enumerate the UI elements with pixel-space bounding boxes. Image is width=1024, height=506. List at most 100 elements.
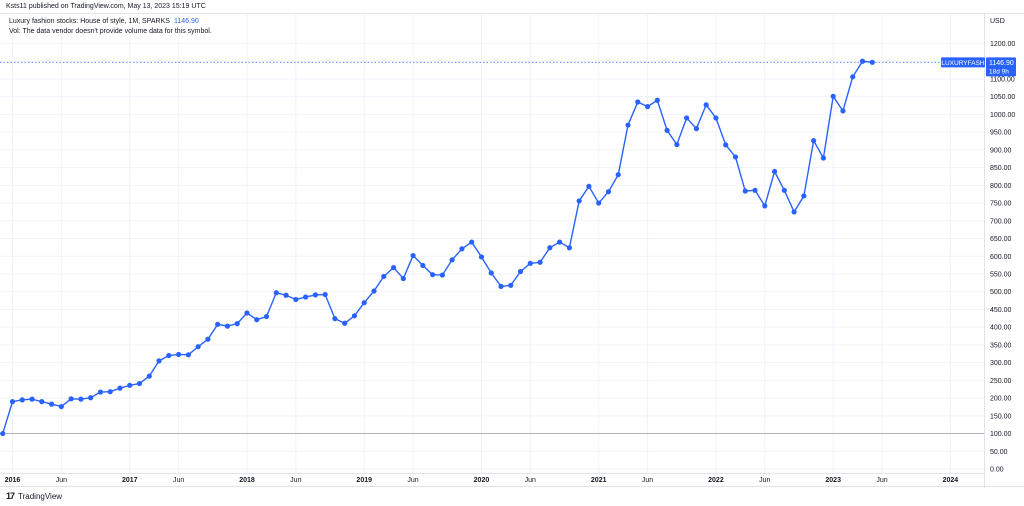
data-point — [430, 272, 436, 278]
y-tick-label: 50.00 — [990, 449, 1008, 456]
data-point — [449, 257, 455, 263]
data-point — [68, 396, 74, 402]
y-tick-label: 1100.00 — [990, 76, 1015, 83]
data-point — [615, 172, 621, 178]
data-point — [674, 141, 680, 148]
data-point — [136, 380, 143, 387]
data-point — [195, 344, 201, 350]
data-point — [19, 397, 25, 403]
data-point — [205, 336, 211, 342]
data-point — [283, 292, 289, 298]
data-point — [498, 283, 504, 289]
data-point — [859, 58, 866, 64]
chart-pane[interactable]: 0.00 50.00 100.00 150.00 200.00 250.00 300.00 3… — [0, 13, 1024, 488]
price-label-countdown: 18d 9h — [989, 68, 1009, 75]
data-point — [811, 138, 817, 144]
data-point — [254, 317, 260, 323]
data-point — [732, 154, 739, 160]
y-tick-label: 100.00 — [990, 431, 1012, 438]
data-point — [224, 323, 231, 329]
x-tick-label: Jun — [876, 477, 887, 484]
x-tick-label: 2019 — [356, 477, 372, 484]
data-point — [58, 403, 64, 410]
price-label-box — [986, 57, 1016, 77]
data-point — [576, 198, 582, 204]
x-tick-label: Jun — [525, 477, 536, 484]
y-tick-label: 350.00 — [990, 342, 1012, 349]
x-tick-label: 2024 — [943, 477, 959, 484]
data-point — [488, 270, 494, 276]
x-tick-label: Jun — [173, 477, 184, 484]
legend-symbol: Luxury fashion stocks: House of style, 1… — [9, 18, 170, 25]
data-point — [478, 254, 485, 260]
data-point — [146, 373, 152, 379]
data-point — [791, 209, 797, 215]
data-point — [625, 122, 631, 128]
tradingview-footer[interactable]: 17 TradingView — [6, 491, 62, 501]
y-tick-label: 1050.00 — [990, 94, 1015, 101]
data-point — [390, 264, 397, 271]
data-point — [537, 259, 543, 265]
data-point — [244, 310, 250, 316]
x-tick-label: Jun — [290, 477, 301, 484]
x-tick-label: 2016 — [5, 477, 21, 484]
data-point — [557, 239, 563, 245]
data-point — [664, 127, 670, 133]
data-point — [654, 97, 660, 103]
data-point — [78, 396, 84, 402]
data-point — [293, 296, 299, 303]
x-tick-label: 2018 — [239, 477, 255, 484]
data-point — [342, 320, 348, 326]
data-point — [644, 104, 651, 110]
legend-symbol-line[interactable]: Luxury fashion stocks: House of style, 1… — [9, 17, 212, 27]
data-point — [117, 385, 123, 391]
data-point — [762, 203, 768, 209]
data-point — [381, 273, 387, 280]
symbol-label: LUXURYFASH — [941, 60, 985, 67]
publisher-info: Ksts11 published on TradingView.com, May… — [6, 3, 206, 10]
x-tick-label: 2023 — [825, 477, 841, 484]
x-tick-label: Jun — [759, 477, 770, 484]
data-point — [801, 193, 807, 199]
y-tick-label: 650.00 — [990, 236, 1012, 243]
data-point — [400, 275, 406, 282]
data-point — [684, 115, 690, 121]
currency-label: USD — [990, 18, 1005, 25]
data-point — [752, 187, 758, 193]
y-tick-label: 750.00 — [990, 201, 1012, 208]
data-point — [820, 155, 827, 161]
y-tick-label: 500.00 — [990, 289, 1012, 296]
price-label-value: 1146.90 — [989, 60, 1014, 67]
data-point — [605, 189, 612, 195]
line-chart[interactable]: 0.00 50.00 100.00 150.00 200.00 250.00 300.00 3… — [0, 14, 1024, 488]
y-tick-label: 850.00 — [990, 165, 1012, 172]
data-point — [322, 291, 328, 298]
data-point — [459, 246, 465, 252]
data-point — [527, 260, 533, 266]
data-point — [127, 382, 133, 388]
data-point — [175, 351, 182, 358]
data-point — [547, 245, 553, 251]
data-point — [312, 292, 318, 298]
data-point — [9, 399, 16, 405]
y-tick-label: 250.00 — [990, 378, 1012, 385]
series-line — [2, 60, 873, 434]
legend-price: 1146.90 — [173, 18, 199, 25]
x-tick-label: Jun — [407, 477, 418, 484]
x-tick-label: 2020 — [474, 477, 490, 484]
data-point — [234, 321, 240, 327]
data-point — [371, 288, 377, 294]
data-point — [850, 74, 856, 80]
tradingview-brand: TradingView — [18, 491, 63, 501]
data-point — [303, 294, 309, 300]
data-point — [410, 252, 416, 259]
data-point — [723, 142, 729, 148]
data-point — [771, 168, 778, 175]
data-point — [635, 99, 641, 105]
legend-volume-note: Vol: The data vendor doesn't provide vol… — [9, 28, 212, 35]
data-point — [263, 313, 270, 320]
data-point — [703, 102, 709, 108]
data-point — [185, 352, 191, 358]
y-tick-label: 900.00 — [990, 147, 1012, 154]
y-tick-label: 150.00 — [990, 413, 1012, 420]
